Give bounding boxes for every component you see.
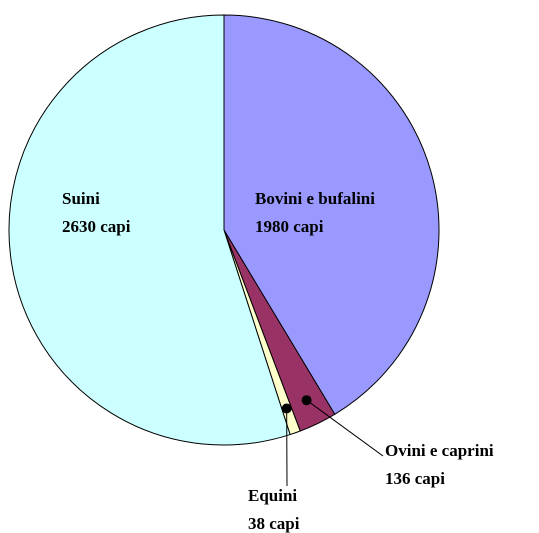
slice-label: Ovini e caprini: [385, 441, 494, 460]
slice-label: Suini: [62, 189, 100, 208]
slice-value-label: 38 capi: [248, 514, 300, 533]
slice-label: Equini: [248, 486, 297, 505]
slice-label: Bovini e bufalini: [255, 189, 375, 208]
slice-value-label: 2630 capi: [62, 217, 131, 236]
leader-line: [306, 399, 384, 457]
slice-value-label: 1980 capi: [255, 217, 324, 236]
leader-dot: [281, 403, 292, 414]
pie-slice: [8, 14, 291, 446]
leader-dot: [301, 395, 312, 406]
slice-value-label: 136 capi: [385, 469, 445, 488]
pie-slice: [223, 14, 440, 415]
